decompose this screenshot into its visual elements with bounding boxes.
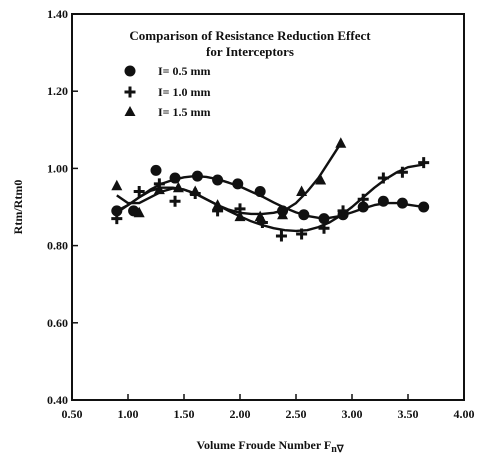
legend-label-series-3: I= 1.5 mm [158, 105, 211, 119]
data-point-series-1 [377, 195, 389, 207]
data-point-series-1 [396, 197, 408, 209]
data-point-series-3 [133, 206, 145, 218]
data-point-series-1 [232, 178, 244, 190]
data-point-series-3 [254, 210, 266, 222]
data-point-series-1 [212, 174, 224, 186]
legend: I= 0.5 mm I= 1.0 mm I= 1.5 mm [124, 64, 211, 119]
data-point-series-3 [234, 210, 246, 222]
y-tick-label: 1.20 [47, 84, 68, 98]
data-point-series-1 [318, 213, 330, 225]
y-tick-label: 0.80 [47, 239, 68, 253]
axis-ticks: 0.50 1.00 1.50 2.00 2.50 3.00 3.50 4.00 0.40 0.60… [47, 7, 475, 421]
data-point-series-1 [111, 205, 123, 217]
legend-circle-marker [124, 65, 136, 77]
data-points [111, 137, 430, 242]
data-point-series-3 [153, 183, 165, 195]
data-point-series-3 [189, 185, 201, 197]
x-tick-label: 3.50 [398, 407, 419, 421]
x-tick-label: 2.50 [286, 407, 307, 421]
data-point-series-3 [111, 179, 123, 191]
y-axis-label: Rtm/Rtm0 [11, 180, 25, 235]
data-point-series-2 [396, 166, 408, 178]
data-point-series-3 [172, 181, 184, 193]
y-tick-label: 0.40 [47, 393, 68, 407]
chart-title-line2: for Interceptors [206, 44, 294, 59]
x-axis-label: Volume Froude Number Fn∇ [196, 438, 344, 455]
data-point-series-2 [296, 228, 308, 240]
data-point-series-2 [169, 195, 181, 207]
x-tick-label: 2.00 [230, 407, 251, 421]
x-tick-label: 0.50 [62, 407, 83, 421]
plot-frame [71, 13, 465, 401]
fit-curve-series-2 [116, 163, 424, 233]
x-axis-label-subscript: n∇ [331, 444, 345, 455]
fit-curve-series-1 [116, 174, 424, 219]
data-point-series-1 [150, 164, 162, 176]
data-point-series-1 [298, 209, 310, 221]
data-point-series-2 [337, 205, 349, 217]
legend-plus-marker [124, 86, 136, 98]
data-point-series-1 [191, 170, 203, 182]
x-tick-label: 1.00 [118, 407, 139, 421]
data-point-series-2 [357, 193, 369, 205]
data-point-series-2 [133, 186, 145, 198]
x-tick-label: 3.00 [342, 407, 363, 421]
y-tick-label: 1.00 [47, 161, 68, 175]
data-point-series-2 [418, 157, 430, 169]
x-axis-label-main: Volume Froude Number F [196, 438, 331, 452]
data-point-series-1 [357, 201, 369, 213]
data-point-series-3 [296, 185, 308, 197]
data-point-series-2 [377, 172, 389, 184]
fit-curves [116, 142, 424, 233]
data-point-series-1 [418, 201, 430, 213]
data-point-series-2 [318, 222, 330, 234]
data-point-series-3 [335, 137, 347, 148]
legend-label-series-2: I= 1.0 mm [158, 85, 211, 99]
data-point-series-3 [212, 199, 224, 210]
x-tick-label: 1.50 [174, 407, 195, 421]
chart-title-line1: Comparison of Resistance Reduction Effec… [129, 28, 371, 43]
data-point-series-1 [254, 186, 266, 198]
fit-curve-series-3 [116, 142, 342, 216]
data-point-series-2 [275, 230, 287, 242]
x-tick-label: 4.00 [454, 407, 475, 421]
data-point-series-3 [277, 208, 289, 220]
data-point-series-2 [111, 213, 123, 225]
legend-label-series-1: I= 0.5 mm [158, 64, 211, 78]
data-point-series-1 [169, 172, 181, 184]
legend-triangle-marker [124, 106, 136, 116]
y-tick-label: 0.60 [47, 316, 68, 330]
y-tick-label: 1.40 [47, 7, 68, 21]
data-point-series-3 [315, 173, 327, 185]
